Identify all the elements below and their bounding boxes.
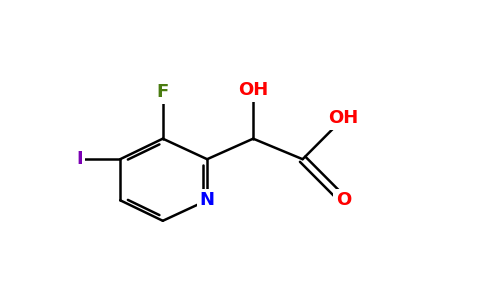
Text: OH: OH (238, 81, 268, 99)
Text: OH: OH (329, 109, 359, 127)
Text: N: N (199, 191, 214, 209)
Text: F: F (157, 83, 169, 101)
Text: I: I (76, 150, 83, 168)
Text: O: O (336, 191, 351, 209)
